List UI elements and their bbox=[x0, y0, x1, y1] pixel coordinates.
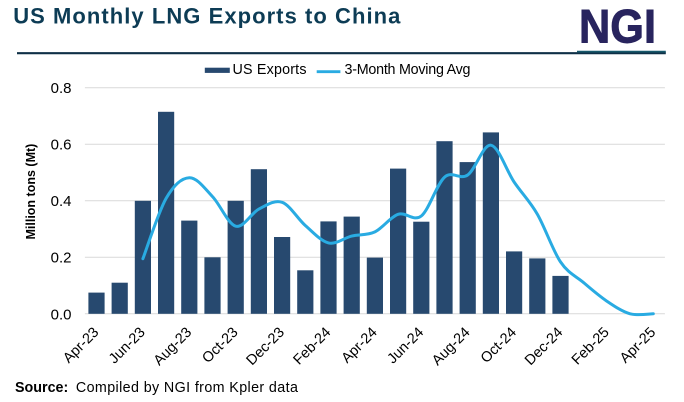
svg-text:0.0: 0.0 bbox=[51, 306, 72, 323]
svg-text:Feb-24: Feb-24 bbox=[291, 325, 335, 369]
svg-text:Aug-23: Aug-23 bbox=[151, 325, 195, 369]
svg-text:3-Month Moving Avg: 3-Month Moving Avg bbox=[345, 62, 471, 78]
svg-text:Apr-24: Apr-24 bbox=[339, 325, 381, 367]
svg-text:0.4: 0.4 bbox=[51, 193, 72, 210]
svg-text:Jun-24: Jun-24 bbox=[384, 325, 427, 368]
svg-text:Apr-23: Apr-23 bbox=[60, 325, 102, 367]
svg-text:Oct-24: Oct-24 bbox=[478, 325, 520, 367]
svg-text:Million tons (Mt): Million tons (Mt) bbox=[24, 144, 38, 240]
svg-text:0.6: 0.6 bbox=[51, 137, 72, 154]
svg-text:Oct-23: Oct-23 bbox=[199, 325, 241, 367]
svg-text:US Exports: US Exports bbox=[233, 62, 307, 78]
svg-text:0.8: 0.8 bbox=[51, 80, 72, 97]
svg-text:US Monthly LNG Exports to Chin: US Monthly LNG Exports to China bbox=[13, 4, 401, 29]
svg-text:Dec-24: Dec-24 bbox=[522, 325, 566, 369]
svg-text:Apr-25: Apr-25 bbox=[617, 325, 659, 367]
svg-text:Compiled by NGI from Kpler dat: Compiled by NGI from Kpler data bbox=[76, 380, 298, 396]
svg-text:NGI: NGI bbox=[579, 0, 656, 53]
svg-text:Jun-23: Jun-23 bbox=[106, 325, 149, 368]
svg-text:Dec-23: Dec-23 bbox=[244, 325, 288, 369]
svg-text:Aug-24: Aug-24 bbox=[429, 325, 473, 369]
svg-text:Source:: Source: bbox=[15, 380, 68, 396]
svg-text:Feb-25: Feb-25 bbox=[569, 325, 613, 369]
svg-text:0.2: 0.2 bbox=[51, 250, 72, 267]
